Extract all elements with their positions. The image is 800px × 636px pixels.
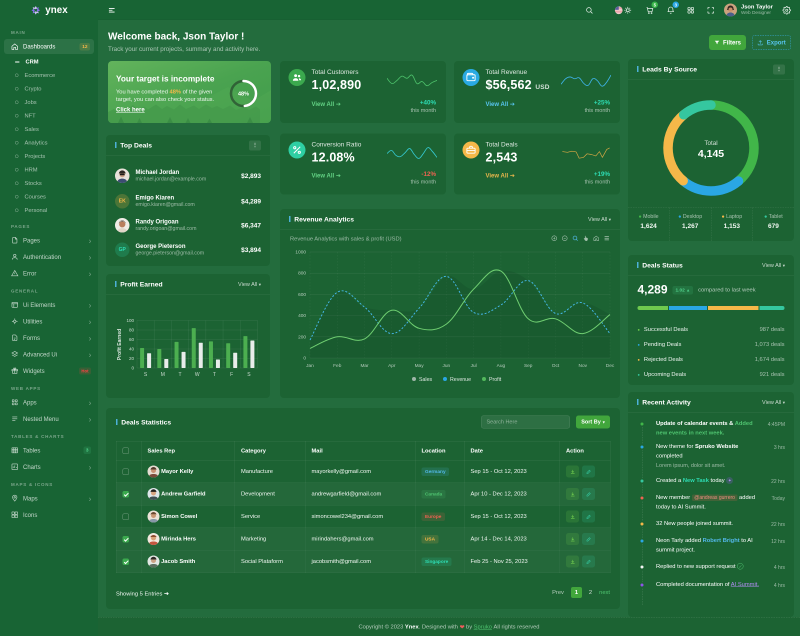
svg-text:20: 20	[129, 356, 135, 361]
svg-text:S: S	[247, 372, 251, 378]
svg-text:Apr: Apr	[388, 363, 396, 369]
svg-text:80: 80	[129, 328, 135, 333]
svg-text:Sep: Sep	[524, 363, 533, 369]
svg-text:Dec: Dec	[606, 363, 615, 369]
svg-text:F: F	[230, 372, 233, 378]
svg-text:T: T	[213, 372, 216, 378]
svg-text:Sales: Sales	[419, 377, 433, 383]
svg-text:T: T	[179, 372, 182, 378]
svg-text:Total: Total	[704, 140, 717, 147]
svg-text:S: S	[144, 372, 148, 378]
svg-text:48%: 48%	[238, 92, 249, 98]
svg-text:Mar: Mar	[360, 363, 369, 369]
svg-text:W: W	[195, 372, 200, 378]
svg-text:Revenue: Revenue	[450, 377, 471, 383]
svg-text:60: 60	[129, 337, 135, 342]
svg-text:Feb: Feb	[333, 363, 342, 369]
svg-text:M: M	[161, 372, 165, 378]
svg-text:Nov: Nov	[579, 363, 588, 369]
svg-text:0: 0	[131, 366, 134, 371]
svg-text:Profit: Profit	[489, 377, 502, 383]
svg-text:800: 800	[298, 271, 306, 277]
svg-text:Jul: Jul	[471, 363, 477, 369]
svg-text:Profit Earned: Profit Earned	[117, 329, 123, 360]
svg-text:600: 600	[298, 292, 306, 298]
svg-text:Aug: Aug	[497, 363, 506, 369]
svg-text:1000: 1000	[295, 250, 306, 256]
svg-text:May: May	[415, 363, 425, 369]
svg-text:Jan: Jan	[306, 363, 314, 369]
svg-text:0: 0	[303, 356, 306, 362]
svg-text:400: 400	[298, 313, 306, 319]
svg-text:Jun: Jun	[443, 363, 451, 369]
svg-text:100: 100	[126, 318, 134, 323]
svg-text:4,145: 4,145	[698, 148, 724, 160]
svg-text:40: 40	[129, 347, 135, 352]
svg-text:200: 200	[298, 334, 306, 340]
svg-text:Oct: Oct	[552, 363, 560, 369]
